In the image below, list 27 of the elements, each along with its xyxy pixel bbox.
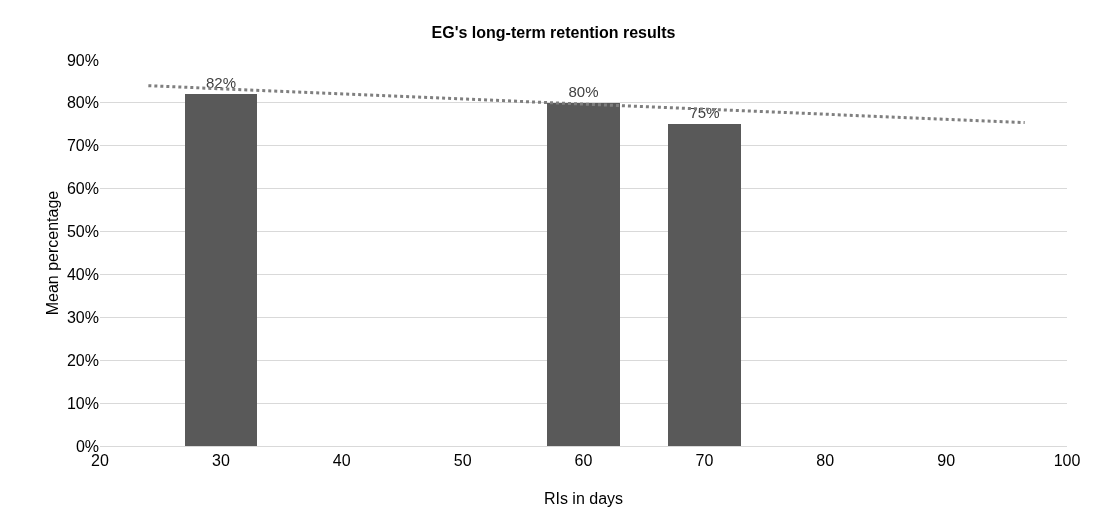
bar <box>547 103 620 446</box>
y-tick-label: 50% <box>66 223 99 241</box>
y-axis-title: Mean percentage <box>44 190 61 316</box>
x-tick-label: 60 <box>574 452 593 470</box>
y-tick-label: 30% <box>66 308 99 326</box>
x-tick-label: 30 <box>211 452 230 470</box>
chart-title: EG's long-term retention results <box>431 23 676 41</box>
data-label: 80% <box>568 83 599 100</box>
y-tick-label: 40% <box>66 266 99 284</box>
bar <box>185 94 257 446</box>
x-tick-label: 70 <box>695 452 714 470</box>
y-tick-label: 70% <box>66 137 99 155</box>
x-tick-label: 90 <box>937 452 956 470</box>
x-tick-label: 40 <box>332 452 351 470</box>
bar <box>668 124 741 446</box>
y-tick-label: 20% <box>66 351 99 369</box>
x-tick-label: 80 <box>816 452 835 470</box>
y-tick-label: 60% <box>66 180 99 198</box>
y-tick-label: 10% <box>66 394 99 412</box>
data-label: 82% <box>205 74 237 91</box>
y-tick-label: 80% <box>66 94 99 112</box>
x-axis-title: RIs in days <box>543 490 624 507</box>
y-tick-label: 0% <box>75 437 99 455</box>
x-tick-label: 20 <box>91 452 109 470</box>
x-tick-label: 100 <box>1053 452 1081 470</box>
x-tick-label: 50 <box>453 452 472 470</box>
y-tick-label: 90% <box>66 51 99 69</box>
